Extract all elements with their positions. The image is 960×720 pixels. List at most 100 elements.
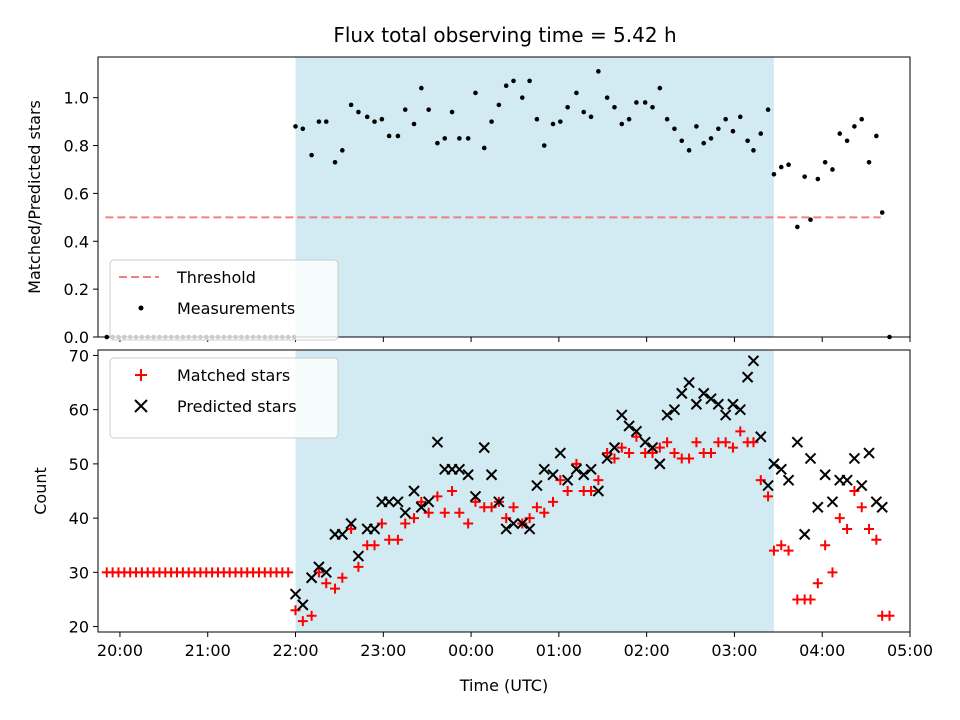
legend-dot-icon [138, 305, 144, 311]
data-point [706, 448, 717, 459]
data-point [741, 371, 754, 383]
data-point [798, 528, 811, 541]
data-point [411, 121, 417, 127]
data-point [423, 507, 434, 518]
data-point [662, 437, 673, 448]
data-point [748, 437, 759, 448]
data-point [768, 545, 779, 556]
data-point [447, 486, 458, 496]
data-point [602, 448, 613, 459]
data-point [716, 126, 721, 132]
data-point [489, 119, 494, 124]
data-point [588, 114, 594, 120]
data-point [751, 148, 756, 153]
data-point [737, 114, 743, 120]
data-point [384, 534, 395, 545]
data-point [647, 448, 658, 459]
data-point [593, 475, 604, 486]
data-point [313, 567, 324, 578]
legend-box [109, 357, 339, 439]
data-point [289, 588, 302, 600]
data-point [570, 463, 583, 476]
y-tick-label: 40 [69, 509, 89, 528]
data-point [874, 133, 879, 139]
data-point [578, 469, 590, 481]
y-axis-label: Count [31, 467, 50, 515]
data-point [364, 114, 370, 120]
data-point [791, 436, 804, 448]
data-point [558, 119, 563, 124]
data-point [608, 441, 621, 454]
data-point [469, 490, 482, 503]
y-tick-label: 1.0 [64, 89, 89, 108]
data-point [701, 140, 707, 146]
data-point [320, 566, 332, 579]
data-point [694, 124, 699, 129]
data-point [340, 148, 345, 153]
data-point [879, 210, 885, 215]
data-point [650, 104, 655, 110]
data-point [765, 107, 771, 112]
data-point [812, 578, 823, 589]
data-point [830, 167, 835, 172]
data-point [758, 131, 764, 136]
data-point [616, 409, 628, 421]
data-point [547, 469, 559, 481]
data-point [634, 100, 639, 105]
data-point [639, 436, 651, 448]
data-point [435, 140, 440, 146]
data-point [431, 436, 444, 448]
legend-label: Matched stars [177, 366, 290, 385]
data-point [661, 409, 673, 421]
data-point [453, 463, 466, 476]
data-point [356, 109, 361, 115]
observing-window-span [295, 350, 774, 632]
data-point [538, 463, 550, 476]
data-point [852, 124, 857, 129]
data-point [684, 453, 695, 464]
data-point [720, 437, 731, 448]
data-point [782, 474, 795, 486]
data-point [727, 398, 739, 410]
data-point [841, 474, 853, 486]
legend: Threshold Measurements [109, 259, 339, 341]
data-point [486, 502, 497, 513]
data-point [616, 442, 627, 453]
data-point [345, 517, 357, 530]
legend-label: Measurements [177, 299, 295, 318]
data-point [507, 517, 520, 530]
data-point [683, 376, 695, 389]
data-point [392, 496, 404, 508]
data-point [849, 486, 860, 496]
legend-label: Predicted stars [177, 397, 297, 416]
data-point [842, 523, 853, 534]
y-tick-label: 60 [69, 401, 89, 420]
data-point [863, 447, 875, 459]
data-point [548, 496, 559, 507]
data-point [586, 486, 597, 496]
data-point [654, 458, 666, 470]
data-point [399, 506, 411, 519]
data-point [309, 152, 314, 158]
y-tick-label: 30 [69, 563, 89, 582]
data-point [668, 403, 681, 416]
data-point [478, 441, 490, 454]
data-point [691, 437, 702, 448]
data-point [511, 78, 516, 84]
data-point [454, 507, 465, 518]
data-point [876, 501, 888, 513]
data-point [379, 116, 385, 122]
data-point [473, 90, 478, 96]
data-point [527, 78, 532, 84]
data-point [820, 540, 831, 551]
data-point [848, 452, 861, 465]
y-axis: 0.0 0.2 0.4 0.6 0.8 1.0 [64, 89, 98, 347]
data-point [626, 116, 632, 122]
x-tick-label: 23:00 [360, 641, 406, 660]
data-point [669, 448, 680, 459]
data-point [346, 523, 357, 534]
data-point [745, 138, 750, 144]
data-point [712, 398, 725, 410]
x-axis-label: Time (UTC) [459, 676, 548, 695]
data-point [698, 387, 710, 400]
